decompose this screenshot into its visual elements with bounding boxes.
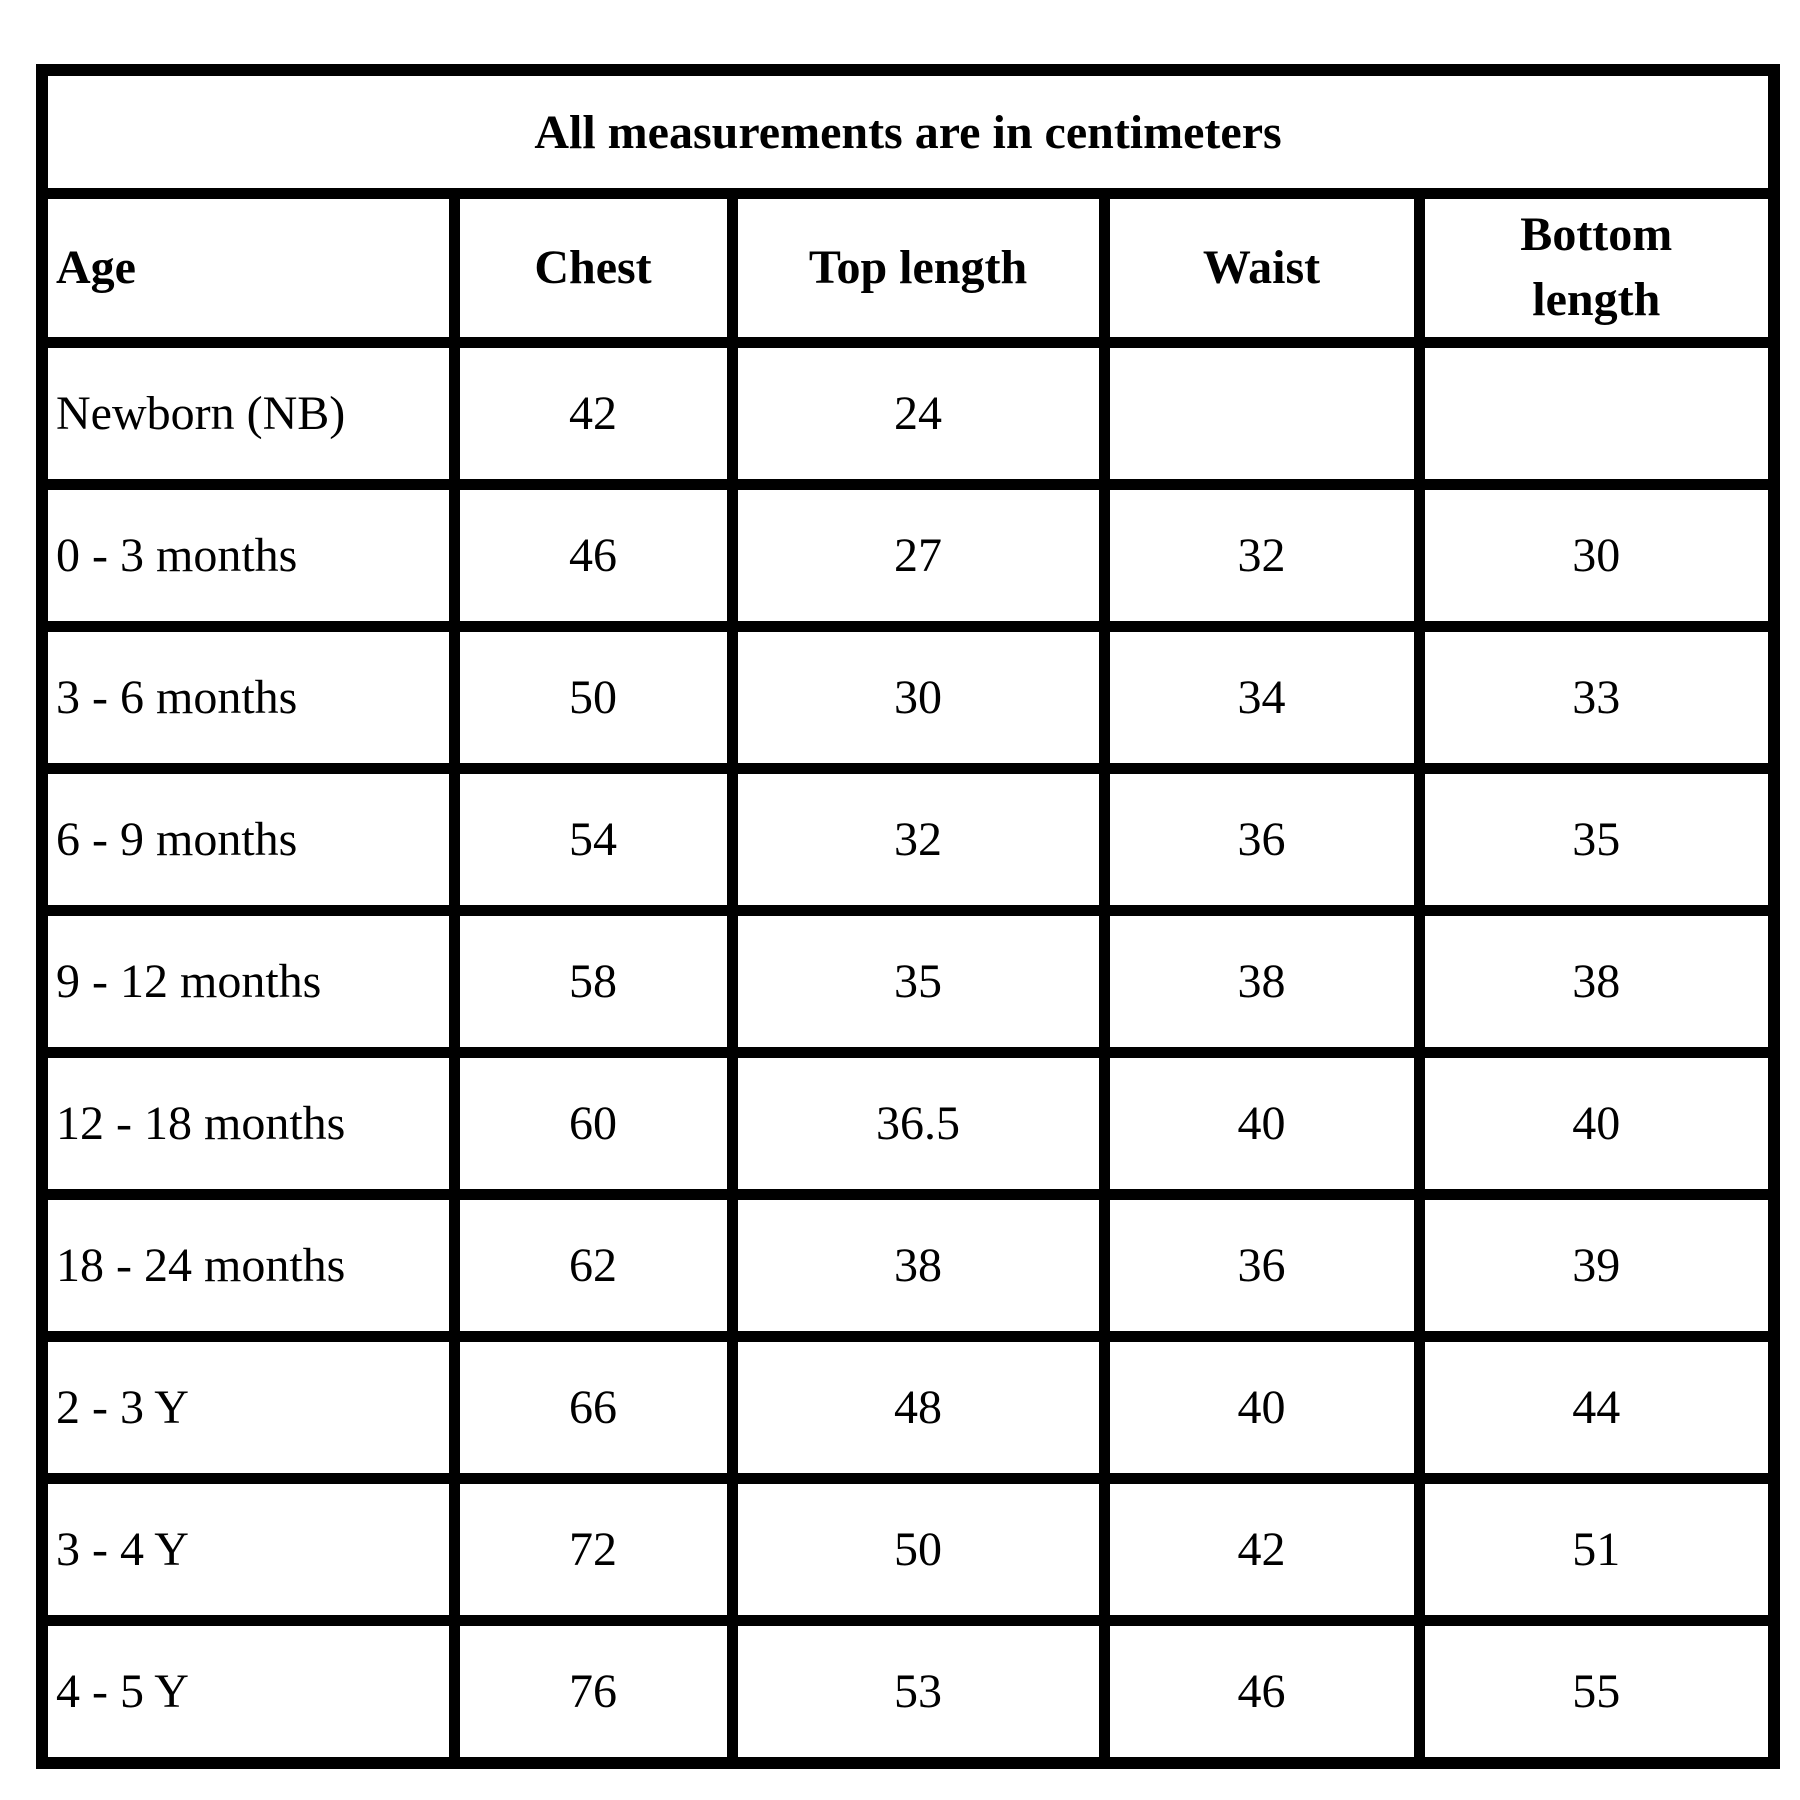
size-chart-table: All measurements are in centimeters Age … [36,64,1781,1769]
chest-cell: 66 [448,1331,738,1484]
bottom-length-cell: 38 [1413,905,1780,1058]
age-cell: Newborn (NB) [36,337,460,490]
top-length-cell: 50 [726,1473,1110,1626]
chest-cell: 50 [448,621,738,774]
chest-cell: 72 [448,1473,738,1626]
column-header-bottom-length: Bottom length [1413,188,1780,348]
top-length-cell: 36.5 [726,1047,1110,1200]
waist-cell: 46 [1098,1615,1425,1769]
table-row-3-4-years: 3 - 4 Y 72 50 42 51 [36,1473,1780,1626]
table-title-row: All measurements are in centimeters [36,64,1780,199]
waist-cell [1098,337,1425,490]
waist-cell: 42 [1098,1473,1425,1626]
top-length-cell: 32 [726,763,1110,916]
age-cell: 3 - 6 months [36,621,460,774]
top-length-cell: 35 [726,905,1110,1058]
top-length-cell: 24 [726,337,1110,490]
age-cell: 4 - 5 Y [36,1615,460,1769]
top-length-cell: 27 [726,479,1110,632]
table-row-newborn: Newborn (NB) 42 24 [36,337,1780,490]
bottom-length-cell [1413,337,1780,490]
table-row-6-9-months: 6 - 9 months 54 32 36 35 [36,763,1780,916]
table-row-9-12-months: 9 - 12 months 58 35 38 38 [36,905,1780,1058]
bottom-length-cell: 33 [1413,621,1780,774]
bottom-length-cell: 40 [1413,1047,1780,1200]
waist-cell: 38 [1098,905,1425,1058]
age-cell: 0 - 3 months [36,479,460,632]
waist-cell: 40 [1098,1047,1425,1200]
table-row-4-5-years: 4 - 5 Y 76 53 46 55 [36,1615,1780,1769]
bottom-length-cell: 30 [1413,479,1780,632]
bottom-length-cell: 44 [1413,1331,1780,1484]
chest-cell: 76 [448,1615,738,1769]
age-cell: 3 - 4 Y [36,1473,460,1626]
top-length-cell: 30 [726,621,1110,774]
chest-cell: 42 [448,337,738,490]
chest-cell: 54 [448,763,738,916]
table-title: All measurements are in centimeters [36,64,1780,199]
bottom-length-cell: 51 [1413,1473,1780,1626]
column-header-chest: Chest [448,188,738,348]
waist-cell: 32 [1098,479,1425,632]
top-length-cell: 48 [726,1331,1110,1484]
table-row-2-3-years: 2 - 3 Y 66 48 40 44 [36,1331,1780,1484]
waist-cell: 40 [1098,1331,1425,1484]
age-cell: 6 - 9 months [36,763,460,916]
bottom-length-cell: 55 [1413,1615,1780,1769]
age-cell: 18 - 24 months [36,1189,460,1342]
column-header-top-length: Top length [726,188,1110,348]
top-length-cell: 53 [726,1615,1110,1769]
table-row-18-24-months: 18 - 24 months 62 38 36 39 [36,1189,1780,1342]
chest-cell: 60 [448,1047,738,1200]
top-length-cell: 38 [726,1189,1110,1342]
table-header-row: Age Chest Top length Waist Bottom length [36,188,1780,348]
table-row-12-18-months: 12 - 18 months 60 36.5 40 40 [36,1047,1780,1200]
waist-cell: 36 [1098,763,1425,916]
column-header-waist: Waist [1098,188,1425,348]
table-row-3-6-months: 3 - 6 months 50 30 34 33 [36,621,1780,774]
bottom-length-cell: 35 [1413,763,1780,916]
table-row-0-3-months: 0 - 3 months 46 27 32 30 [36,479,1780,632]
age-cell: 9 - 12 months [36,905,460,1058]
chest-cell: 62 [448,1189,738,1342]
chest-cell: 46 [448,479,738,632]
waist-cell: 36 [1098,1189,1425,1342]
chest-cell: 58 [448,905,738,1058]
waist-cell: 34 [1098,621,1425,774]
age-cell: 2 - 3 Y [36,1331,460,1484]
column-header-age: Age [36,188,460,348]
age-cell: 12 - 18 months [36,1047,460,1200]
bottom-length-cell: 39 [1413,1189,1780,1342]
